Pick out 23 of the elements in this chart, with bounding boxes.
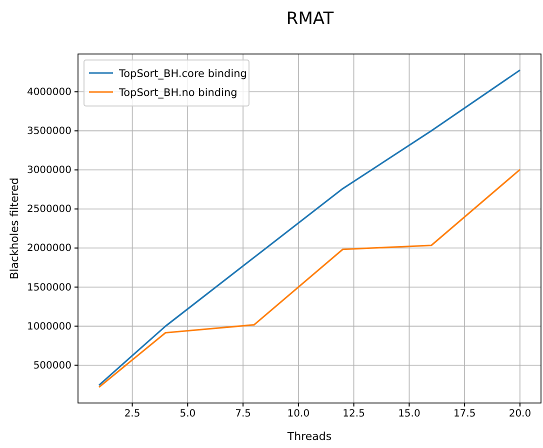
y-tick-label: 1500000 [26, 282, 72, 294]
line-series [98, 168, 521, 388]
x-tick-label: 10.0 [287, 408, 310, 420]
legend-label: TopSort_BH.no binding [118, 87, 238, 99]
y-axis-title: Blackholes filtered [8, 178, 21, 280]
x-tick-label: 5.0 [180, 408, 196, 420]
x-tick-label: 17.5 [453, 408, 476, 420]
x-tick-label: 20.0 [508, 408, 532, 420]
legend-label: TopSort_BH.core binding [118, 68, 247, 80]
x-tick-label: 2.5 [124, 408, 140, 420]
line-series [98, 69, 521, 386]
x-tick-label: 7.5 [235, 408, 251, 420]
y-tick-label: 3500000 [26, 126, 72, 138]
y-tick-label: 2000000 [26, 243, 72, 254]
y-tick-label: 4000000 [26, 86, 72, 98]
x-tick-label: 15.0 [398, 408, 420, 420]
y-tick-label: 3000000 [26, 165, 72, 176]
y-tick-label: 1000000 [26, 321, 72, 332]
chart-title: RMAT [286, 9, 334, 29]
y-tick-label: 500000 [33, 360, 72, 372]
y-tick-label: 2500000 [26, 204, 72, 216]
x-tick-label: 12.5 [342, 408, 365, 420]
x-axis-title: Threads [286, 430, 332, 443]
